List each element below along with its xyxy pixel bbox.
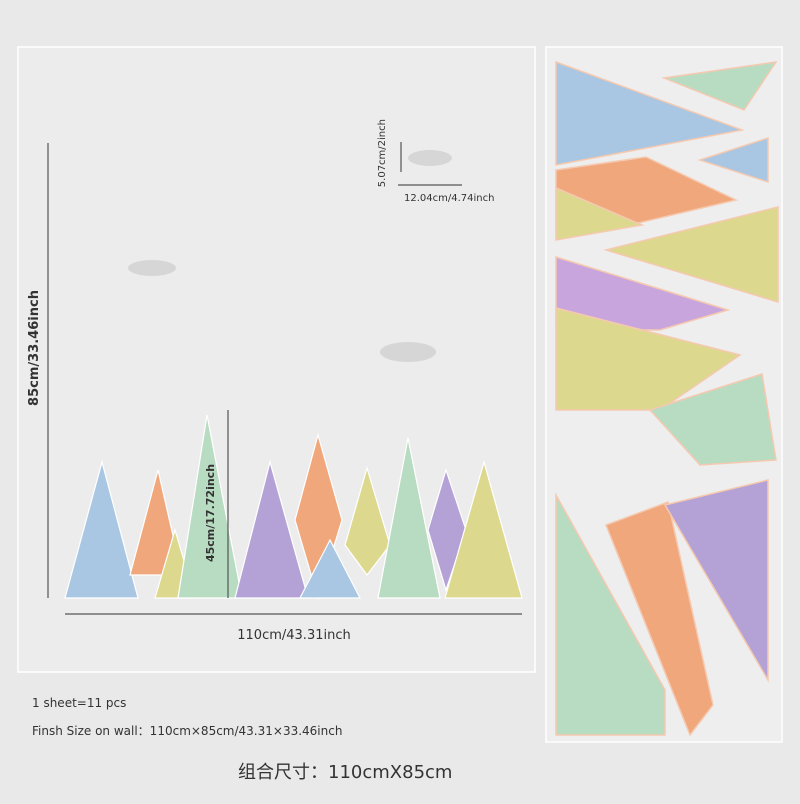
total-height: 85cm/33.46inch — [27, 290, 42, 406]
pieces: 1 sheet=11 pcs — [32, 696, 126, 710]
clouds — [128, 150, 452, 362]
mountain-height: 45cm/17.72inch — [204, 464, 217, 562]
combined-size: 组合尺寸：110cmX85cm — [238, 762, 452, 783]
sheet-pieces — [555, 60, 779, 737]
mountains — [64, 414, 523, 601]
cloud-height: 5.07cm/2inch — [377, 119, 388, 187]
total-width: 110cm/43.31inch — [237, 628, 350, 643]
finish-size: Finsh Size on wall：110cm×85cm/43.31×33.4… — [32, 724, 342, 738]
cloud-width: 12.04cm/4.74inch — [404, 193, 494, 204]
dimension-lines — [47, 142, 522, 615]
